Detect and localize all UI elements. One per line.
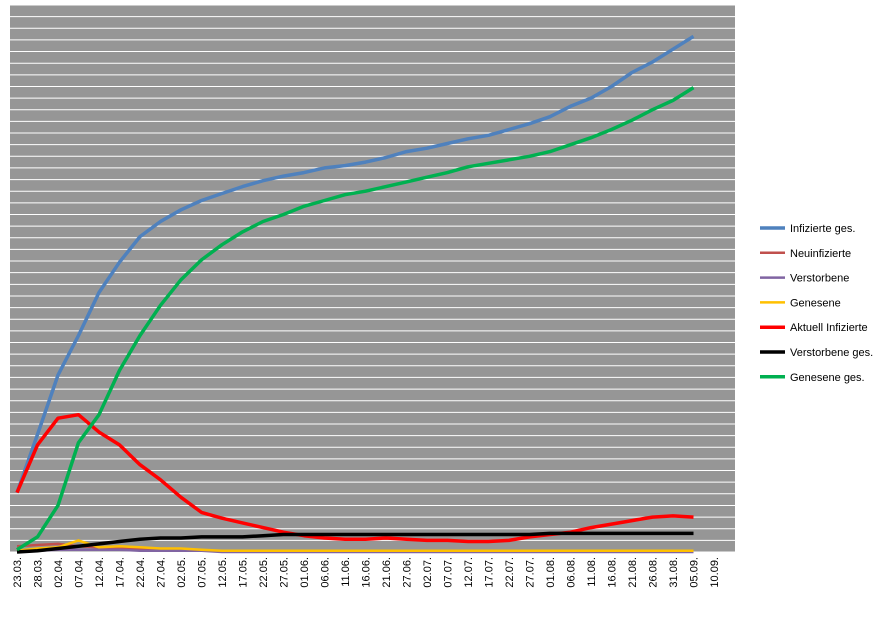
x-tick-label: 27.05. xyxy=(279,557,291,588)
legend-label: Genesene ges. xyxy=(790,372,865,384)
x-tick-label: 22.05. xyxy=(258,557,270,588)
x-tick-label: 27.07. xyxy=(525,557,537,588)
x-tick-label: 07.07. xyxy=(443,557,455,588)
x-tick-label: 07.04. xyxy=(74,557,86,588)
x-tick-label: 12.04. xyxy=(94,557,106,588)
x-tick-label: 21.08. xyxy=(627,557,639,588)
series-line xyxy=(15,412,694,544)
x-tick-label: 16.06. xyxy=(361,557,373,588)
x-tick-label: 02.07. xyxy=(422,557,434,588)
x-tick-label: 16.08. xyxy=(607,557,619,588)
x-tick-label: 17.05. xyxy=(238,557,250,588)
x-tick-label: 01.08. xyxy=(545,557,557,588)
x-tick-label: 21.06. xyxy=(381,557,393,588)
plot-area xyxy=(10,5,735,552)
series-line xyxy=(16,86,695,552)
x-tick-label: 06.08. xyxy=(566,557,578,588)
x-tick-label: 12.05. xyxy=(217,557,229,588)
x-tick-label: 01.06. xyxy=(299,557,311,588)
x-tick-label: 22.04. xyxy=(135,557,147,588)
x-tick-label: 17.07. xyxy=(484,557,496,588)
x-tick-label: 28.03. xyxy=(33,557,45,588)
x-tick-label: 31.08. xyxy=(668,557,680,588)
x-tick-label: 02.05. xyxy=(176,557,188,588)
series-line xyxy=(15,34,695,494)
legend-label: Verstorbene ges. xyxy=(790,347,873,359)
x-tick-label: 17.04. xyxy=(115,557,127,588)
series-line xyxy=(16,539,694,553)
x-tick-label: 02.04. xyxy=(53,557,65,588)
x-tick-label: 12.07. xyxy=(463,557,475,588)
x-tick-label: 11.06. xyxy=(340,557,352,587)
x-tick-label: 10.09. xyxy=(709,557,721,588)
x-tick-label: 22.07. xyxy=(504,557,516,588)
x-tick-label: 06.06. xyxy=(320,557,332,588)
x-tick-label: 07.05. xyxy=(197,557,209,588)
series-line xyxy=(16,531,694,554)
legend-label: Genesene xyxy=(790,297,841,309)
legend-label: Aktuell Infizierte xyxy=(790,322,868,334)
x-tick-label: 27.06. xyxy=(402,557,414,588)
x-tick-label: 05.09. xyxy=(689,557,701,588)
legend-label: Infizierte ges. xyxy=(790,223,855,235)
x-tick-label: 27.04. xyxy=(156,557,168,588)
x-tick-label: 26.08. xyxy=(648,557,660,588)
x-tick-label: 11.08. xyxy=(586,557,598,587)
legend-label: Neuinfizierte xyxy=(790,248,851,260)
legend-label: Verstorbene xyxy=(790,273,849,285)
x-tick-label: 23.03. xyxy=(12,557,24,588)
